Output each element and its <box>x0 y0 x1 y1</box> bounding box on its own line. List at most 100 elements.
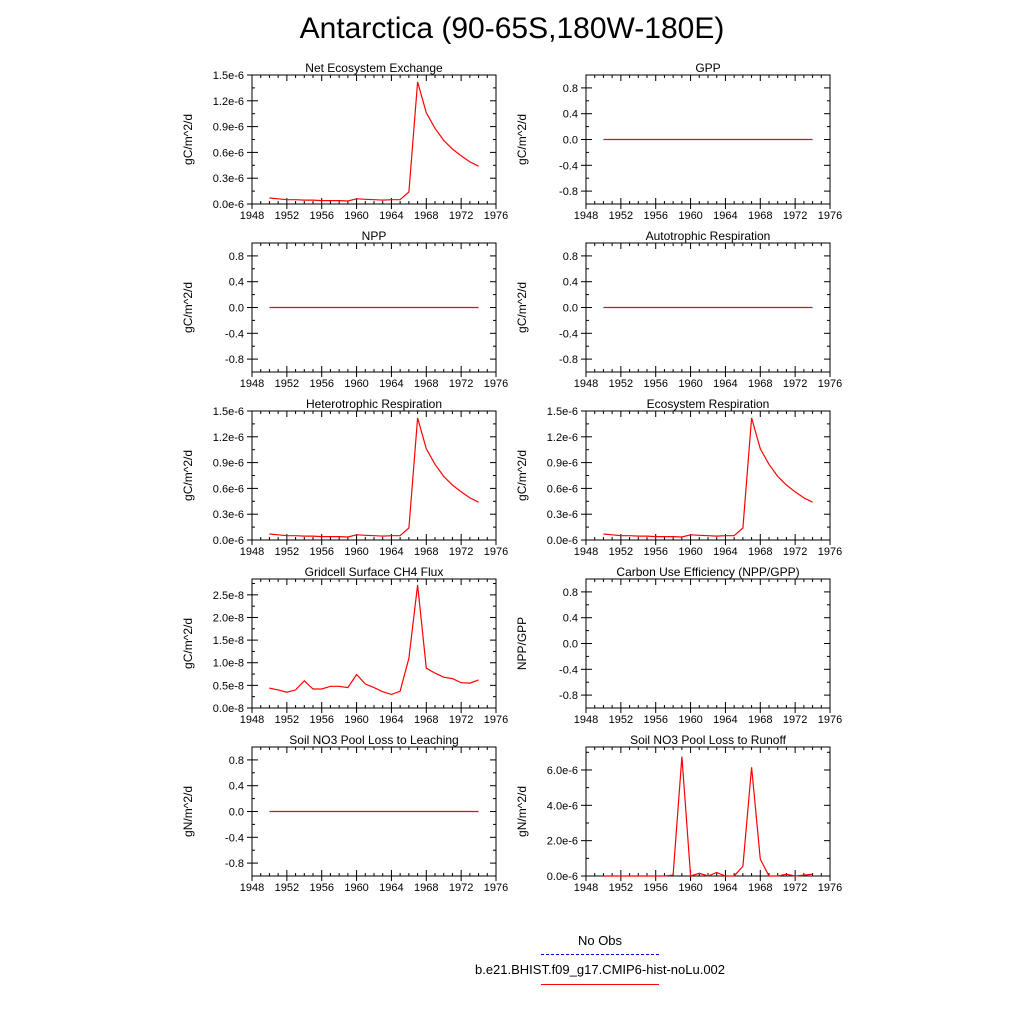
plot-frame <box>251 578 497 709</box>
x-tick-label: 1960 <box>344 714 368 726</box>
x-tick-label: 1964 <box>379 210 403 222</box>
y-tick-label: 1.2e-6 <box>213 96 244 108</box>
y-tick-label: 0.9e-6 <box>213 122 244 134</box>
x-tick-label: 1964 <box>379 882 403 894</box>
plot-frame <box>251 746 497 877</box>
plot-frame <box>585 578 831 709</box>
y-tick-label: 1.2e-6 <box>547 432 578 444</box>
x-tick-label: 1956 <box>643 210 667 222</box>
y-tick-label: 0.9e-6 <box>547 458 578 470</box>
x-tick-label: 1972 <box>449 210 473 222</box>
y-tick-label: 0.4 <box>563 277 578 289</box>
x-tick-label: 1952 <box>275 378 299 390</box>
y-tick-label: 1.2e-6 <box>213 432 244 444</box>
y-tick-label: -0.8 <box>225 354 244 366</box>
x-tick-label: 1972 <box>449 378 473 390</box>
x-tick-label: 1952 <box>609 882 633 894</box>
y-tick-label: -0.4 <box>559 160 578 172</box>
chart-panel-3: Autotrophic Respiration gC/m^2/d 1948 1952 1… <box>515 229 842 390</box>
plot-frame <box>585 410 831 541</box>
y-tick-label: 0.3e-6 <box>547 509 578 521</box>
chart-panel-7: Carbon Use Efficiency (NPP/GPP) NPP/GPP 19… <box>515 565 842 726</box>
y-tick-label: 0.0e-8 <box>213 703 244 715</box>
x-tick-label: 1952 <box>609 210 633 222</box>
y-tick-label: 4.0e-6 <box>547 800 578 812</box>
y-tick-label: -0.8 <box>225 858 244 870</box>
y-tick-label: 0.0e-6 <box>213 199 244 211</box>
x-tick-label: 1964 <box>379 378 403 390</box>
x-tick-label: 1952 <box>275 546 299 558</box>
y-tick-label: 0.5e-8 <box>213 680 244 692</box>
x-tick-label: 1972 <box>783 714 807 726</box>
x-tick-label: 1956 <box>309 714 333 726</box>
x-tick-label: 1956 <box>643 546 667 558</box>
series-line <box>269 417 479 538</box>
chart-title: Gridcell Surface CH4 Flux <box>305 565 444 579</box>
y-tick-label: 0.8 <box>563 83 578 95</box>
y-tick-label: -0.4 <box>225 328 244 340</box>
y-tick-label: -0.8 <box>559 690 578 702</box>
page-title: Antarctica (90-65S,180W-180E) <box>299 12 725 45</box>
x-tick-label: 1968 <box>414 210 438 222</box>
x-tick-label: 1968 <box>414 882 438 894</box>
x-tick-label: 1956 <box>309 210 333 222</box>
y-tick-label: 2.5e-8 <box>213 590 244 602</box>
plot-frame <box>585 746 831 877</box>
x-tick-label: 1964 <box>379 714 403 726</box>
x-tick-label: 1968 <box>748 546 772 558</box>
y-tick-label: 1.5e-6 <box>213 406 244 418</box>
y-tick-label: 0.4 <box>563 613 578 625</box>
y-tick-label: 0.0 <box>563 303 578 315</box>
y-tick-label: 1.5e-6 <box>213 70 244 82</box>
chart-title: Autotrophic Respiration <box>646 229 771 243</box>
y-axis-label: gC/m^2/d <box>181 114 195 165</box>
x-tick-label: 1976 <box>484 210 508 222</box>
y-tick-label: 1.5e-8 <box>213 635 244 647</box>
x-tick-label: 1964 <box>713 882 737 894</box>
chart-title: Net Ecosystem Exchange <box>305 61 443 75</box>
x-tick-label: 1976 <box>484 546 508 558</box>
y-tick-label: 2.0e-6 <box>547 836 578 848</box>
x-tick-label: 1952 <box>609 378 633 390</box>
y-tick-label: 0.0 <box>229 807 244 819</box>
series-line <box>269 584 479 696</box>
x-tick-label: 1956 <box>643 882 667 894</box>
chart-panel-8: Soil NO3 Pool Loss to Leaching gN/m^2/d 19… <box>181 733 508 894</box>
x-tick-label: 1960 <box>344 546 368 558</box>
x-tick-label: 1948 <box>574 546 598 558</box>
x-tick-label: 1948 <box>574 210 598 222</box>
x-tick-label: 1952 <box>275 714 299 726</box>
y-tick-label: -0.8 <box>559 354 578 366</box>
x-tick-label: 1964 <box>713 210 737 222</box>
x-tick-label: 1952 <box>275 210 299 222</box>
x-tick-label: 1948 <box>240 882 264 894</box>
series-line <box>269 81 479 202</box>
x-tick-label: 1976 <box>818 714 842 726</box>
chart-title: NPP <box>362 229 387 243</box>
y-tick-label: 0.8 <box>229 251 244 263</box>
x-tick-label: 1976 <box>818 546 842 558</box>
chart-title: Carbon Use Efficiency (NPP/GPP) <box>616 565 799 579</box>
y-axis-label: gC/m^2/d <box>181 450 195 501</box>
x-tick-label: 1952 <box>609 546 633 558</box>
x-tick-label: 1972 <box>449 714 473 726</box>
x-tick-label: 1956 <box>643 714 667 726</box>
y-tick-label: 0.0 <box>563 639 578 651</box>
plot-frame <box>251 74 497 205</box>
x-tick-label: 1972 <box>783 546 807 558</box>
x-tick-label: 1976 <box>818 378 842 390</box>
y-tick-label: 0.8 <box>563 251 578 263</box>
y-tick-label: 0.3e-6 <box>213 509 244 521</box>
series-line <box>603 417 813 538</box>
x-tick-label: 1964 <box>713 546 737 558</box>
x-tick-label: 1972 <box>449 546 473 558</box>
y-tick-label: 0.8 <box>229 755 244 767</box>
y-tick-label: 0.8 <box>563 587 578 599</box>
y-tick-label: 0.6e-6 <box>547 483 578 495</box>
x-tick-label: 1976 <box>818 210 842 222</box>
chart-panel-2: NPP gC/m^2/d 1948 1952 1956 1960 1964 1968 1972 1… <box>181 229 508 390</box>
x-tick-label: 1960 <box>344 210 368 222</box>
y-axis-label: gC/m^2/d <box>515 114 529 165</box>
chart-panel-9: Soil NO3 Pool Loss to Runoff gN/m^2/d 1948… <box>515 733 842 894</box>
x-tick-label: 1972 <box>783 210 807 222</box>
